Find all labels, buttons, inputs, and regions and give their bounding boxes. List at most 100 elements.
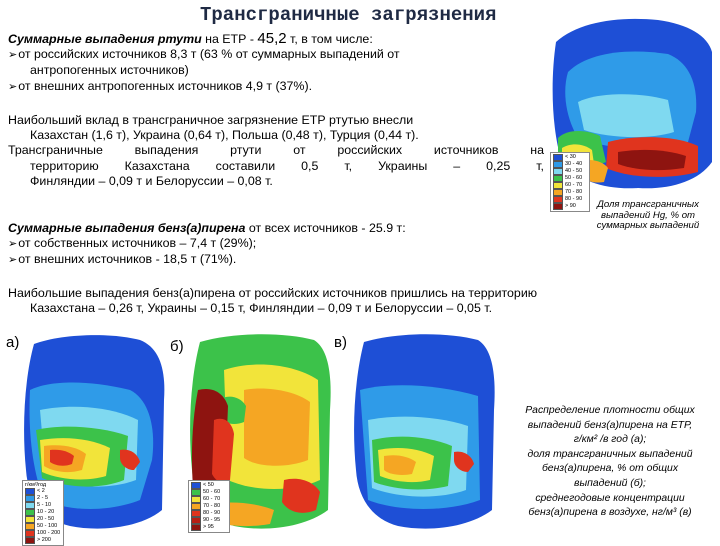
legend-label: 80 - 90 [203, 510, 221, 516]
legend-item: < 50 [189, 482, 229, 489]
legend-item: 80 - 90 [189, 510, 229, 517]
legend-item: 90 - 95 [189, 517, 229, 524]
mercury-transboundary-map: < 30 30 - 40 40 - 50 50 - 60 60 - 70 70 - 80 8… [548, 12, 716, 212]
mercury-item-russian-line1: от российских источников 8,3 т (63 % от … [18, 47, 400, 62]
legend-label: > 200 [37, 537, 51, 543]
legend-swatch [553, 175, 563, 182]
mercury-item-external: от внешних антропогенных источников 4,9 … [18, 78, 313, 93]
legend-swatch [553, 182, 563, 189]
arrow-bullet-icon: ➢ [8, 254, 18, 267]
legend-swatch [25, 530, 35, 537]
caption-line: Распределение плотности общих [525, 405, 695, 416]
legend-swatch [191, 517, 201, 524]
arrow-bullet-icon: ➢ [8, 49, 18, 62]
legend-item: < 2 [23, 488, 63, 495]
legend-label: < 50 [203, 482, 214, 488]
legend-swatch [25, 502, 35, 509]
legend-label: > 95 [203, 524, 214, 530]
caption-line: среднегодовые концентрации [535, 492, 685, 504]
legend-item: 40 - 50 [551, 168, 589, 175]
legend-item: 60 - 70 [551, 182, 589, 189]
legend-label: 40 - 50 [565, 168, 583, 174]
legend-item: 5 - 10 [23, 502, 63, 509]
legend-label: 70 - 80 [565, 189, 583, 195]
caption-line: доля трансграничных выпадений [527, 448, 693, 460]
bap-transboundary-legend: < 50 50 - 60 60 - 70 70 - 80 80 - 90 90 - 95 >… [188, 480, 230, 533]
arrow-bullet-icon: ➢ [8, 80, 18, 93]
mercury-contrib-line: Финляндии – 0,09 т и Белоруссии – 0,08 т… [30, 173, 273, 188]
caption-line: выпадений бенз(а)пирена на ЕТР, [527, 419, 693, 431]
bap-total-text: от всех источников - 25.9 т: [245, 221, 406, 235]
legend-label: 60 - 70 [203, 496, 221, 502]
legend-label: 50 - 60 [203, 489, 221, 495]
legend-swatch [553, 196, 563, 203]
mercury-item-russian-line2: антропогенных источников) [30, 63, 189, 78]
bap-contributions: Наибольшие выпадения бенз(а)пирена от ро… [8, 286, 718, 316]
bap-total-heading: Суммарные выпадения бенз(а)пирена [8, 221, 246, 235]
legend-swatch [553, 189, 563, 196]
bap-transboundary-map: < 50 50 - 60 60 - 70 70 - 80 80 - 90 90 - 95 >… [184, 330, 334, 536]
mercury-total-heading: Суммарные выпадения ртути [8, 32, 202, 46]
bap-contrib-line: Казахстана – 0,26 т, Украины – 0,15 т, Ф… [30, 301, 493, 316]
legend-swatch [191, 496, 201, 503]
legend-swatch [553, 161, 563, 168]
legend-item: 2 - 5 [23, 495, 63, 502]
legend-item: 50 - 100 [23, 523, 63, 530]
bap-contrib-line: Наибольшие выпадения бенз(а)пирена от ро… [8, 286, 538, 300]
legend-item: 50 - 60 [551, 175, 589, 182]
bap-item-external: от внешних источников - 18,5 т (71%). [18, 252, 237, 267]
page-title: Трансграничные загрязнения [200, 4, 497, 26]
bap-concentration-map [348, 330, 498, 536]
legend-label: 100 - 200 [37, 530, 61, 536]
legend-item: 50 - 60 [189, 489, 229, 496]
legend-label: 60 - 70 [565, 182, 583, 188]
legend-label: 10 - 20 [37, 509, 55, 515]
legend-label: > 90 [565, 203, 576, 209]
legend-label: 5 - 10 [37, 502, 52, 508]
legend-swatch [553, 203, 563, 210]
legend-swatch [25, 523, 35, 530]
bap-summary: Суммарные выпадения бенз(а)пирена от все… [8, 221, 568, 269]
legend-label: < 30 [565, 154, 576, 160]
mercury-map-legend: < 30 30 - 40 40 - 50 50 - 60 60 - 70 70 - 80 8… [550, 152, 590, 212]
legend-label: 30 - 40 [565, 161, 583, 167]
map-label-b: б) [170, 338, 184, 355]
legend-item: > 200 [23, 537, 63, 544]
mercury-total-unit: т, в том числе: [286, 32, 373, 46]
legend-label: 20 - 50 [37, 516, 55, 522]
legend-item: 70 - 80 [189, 503, 229, 510]
legend-swatch [191, 482, 201, 489]
caption-line: г/км² /в год (а); [573, 434, 647, 446]
legend-swatch [25, 516, 35, 523]
legend-label: 50 - 100 [37, 523, 58, 529]
legend-item: 80 - 90 [551, 196, 589, 203]
legend-title: г/км²/год [25, 482, 47, 488]
legend-label: < 2 [37, 488, 45, 494]
legend-item: > 90 [551, 203, 589, 210]
caption-line: бенз(а)пирена в воздухе, нг/м³ (в) [528, 507, 692, 519]
legend-label: 90 - 95 [203, 517, 221, 523]
mercury-contrib-line: Наибольший вклад в трансграничное загряз… [8, 113, 414, 127]
legend-swatch [25, 488, 35, 495]
caption-line: выпадений (б); [574, 477, 646, 489]
legend-label: 50 - 60 [565, 175, 583, 181]
legend-swatch [191, 510, 201, 517]
legend-swatch [191, 489, 201, 496]
mercury-summary: Суммарные выпадения ртути на ЕТР - 45,2 … [8, 31, 548, 95]
mercury-total-text: на ЕТР - [201, 32, 258, 46]
map-label-c: в) [334, 334, 347, 351]
mercury-contrib-line: территорию Казахстана составили 0,5 т, У… [30, 158, 544, 173]
legend-item: 30 - 40 [551, 161, 589, 168]
mercury-map-caption-line: выпадений Hg, % от [600, 209, 696, 221]
legend-swatch [191, 503, 201, 510]
legend-swatch [191, 524, 201, 531]
legend-item: 70 - 80 [551, 189, 589, 196]
legend-swatch [25, 537, 35, 544]
mercury-total-value: 45,2 [257, 30, 287, 47]
mercury-contrib-line: Трансграничные выпадения ртути от россий… [8, 143, 544, 158]
legend-swatch [25, 495, 35, 502]
legend-swatch [553, 154, 563, 161]
caption-line: бенз(а)пирена, % от общих [541, 463, 679, 475]
map-label-a: а) [6, 334, 20, 351]
